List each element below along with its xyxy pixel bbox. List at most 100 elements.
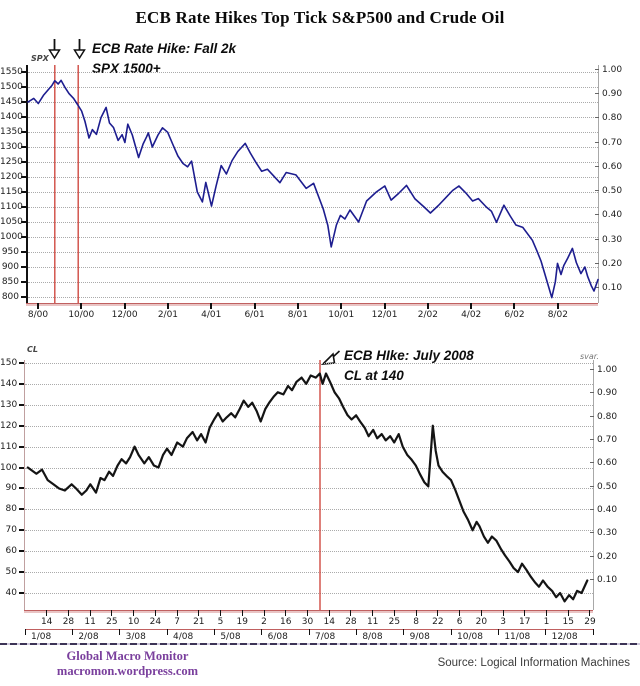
- cl-annotation-line1: ECB HIke: July 2008: [344, 348, 474, 363]
- spx-y-tick: [21, 71, 26, 73]
- cl-right-scale-label: svar.: [580, 352, 599, 361]
- cl-month-boundary-tick: [213, 629, 215, 635]
- cl-month-boundary-tick: [261, 629, 263, 635]
- cl-day-tick-label: 7: [174, 617, 180, 627]
- cl-right-tick: [590, 579, 594, 580]
- cl-day-tick-label: 25: [106, 617, 118, 627]
- spx-right-tick: [595, 238, 599, 240]
- cl-y-tick-label: 120: [0, 420, 18, 431]
- cl-day-tick-label: 8: [413, 617, 419, 627]
- spx-y-tick: [21, 236, 26, 238]
- spx-x-tick-label: 8/01: [287, 310, 308, 320]
- spx-y-tick: [21, 86, 26, 88]
- spx-x-tick-label: 10/00: [68, 310, 95, 320]
- spx-x-tick-label: 2/01: [157, 310, 179, 320]
- cl-day-tick-label: 24: [149, 617, 162, 627]
- cl-day-tick: [285, 610, 287, 616]
- spx-x-tick-label: 10/01: [328, 310, 355, 320]
- cl-day-tick-label: 29: [584, 617, 596, 627]
- spx-price-line: [27, 79, 599, 299]
- cl-day-tick-label: 30: [301, 617, 314, 627]
- spx-right-tick: [595, 262, 599, 264]
- cl-month-boundary-tick: [545, 629, 547, 635]
- cl-month-tick-label: 12/08: [551, 632, 578, 642]
- cl-right-tick-label: 0.40: [597, 505, 618, 515]
- spx-gridline: [28, 162, 598, 163]
- cl-day-tick: [502, 610, 504, 616]
- cl-day-tick-label: 10: [127, 617, 140, 627]
- cl-day-tick: [328, 610, 330, 616]
- spx-plot: [27, 65, 599, 305]
- cl-y-tick-label: 70: [5, 525, 17, 536]
- down-arrow-icon: [48, 39, 61, 60]
- cl-day-tick-label: 14: [40, 617, 53, 627]
- spx-y-tick-label: 1250: [0, 157, 23, 167]
- spx-gridline: [28, 282, 598, 283]
- cl-y-tick: [19, 403, 24, 406]
- cl-day-tick: [67, 610, 69, 616]
- cl-right-axis: [593, 360, 594, 610]
- spx-x-tick-label: 6/01: [244, 310, 265, 320]
- cl-day-tick-label: 1: [543, 617, 550, 627]
- spx-y-tick: [21, 101, 26, 103]
- cl-month-boundary-tick: [71, 629, 73, 635]
- cl-y-tick: [19, 487, 24, 490]
- footer-brand-url: macromon.wordpress.com: [56, 664, 199, 678]
- cl-right-tick: [590, 462, 594, 464]
- spx-x-tick: [166, 303, 169, 309]
- spx-right-tick-label: 0.30: [602, 234, 623, 245]
- cl-month-boundary-tick: [166, 629, 168, 635]
- cl-month-boundary-tick: [119, 629, 121, 635]
- cl-month-boundary-tick: [592, 629, 594, 635]
- cl-day-tick-label: 16: [280, 617, 292, 627]
- cl-y-tick-label: 150: [0, 358, 18, 368]
- cl-day-tick: [89, 610, 91, 616]
- page-title: ECB Rate Hikes Top Tick S&P500 and Crude…: [135, 8, 505, 27]
- cl-right-tick-label: 0.90: [597, 388, 618, 399]
- spx-right-tick-label: 0.20: [602, 258, 623, 269]
- cl-month-boundary-tick: [308, 629, 310, 635]
- spx-y-tick-label: 1300: [0, 142, 23, 152]
- cl-day-tick: [524, 610, 526, 616]
- cl-y-tick-label: 100: [0, 462, 18, 473]
- cl-day-tick-label: 3: [500, 617, 506, 627]
- spx-y-tick-label: 850: [1, 277, 19, 287]
- spx-y-tick-label: 1350: [0, 127, 23, 137]
- cl-month-boundary-tick: [355, 629, 357, 635]
- spx-y-tick: [21, 176, 26, 178]
- spx-y-tick-label: 1200: [0, 172, 23, 182]
- cl-right-tick-label: 0.50: [597, 481, 618, 492]
- cl-right-tick: [590, 415, 594, 417]
- spx-y-tick-label: 1000: [0, 232, 23, 242]
- cl-y-tick: [19, 445, 24, 448]
- spx-x-tick-label: 12/01: [371, 310, 398, 320]
- cl-y-tick-label: 60: [5, 546, 17, 557]
- spx-right-tick: [595, 214, 599, 216]
- spx-right-tick-label: 0.50: [602, 186, 623, 197]
- spx-y-tick-label: 1150: [0, 187, 23, 197]
- cl-gridline: [25, 530, 593, 532]
- spx-symbol-label: SPX: [31, 54, 49, 63]
- spx-gridline: [28, 72, 598, 73]
- cl-y-tick-label: 90: [5, 483, 17, 494]
- spx-gridline: [28, 267, 598, 268]
- cl-gridline: [25, 593, 593, 594]
- cl-day-tick: [241, 610, 243, 616]
- cl-day-tick: [459, 610, 461, 616]
- cl-y-tick: [19, 382, 24, 385]
- spx-gridline: [28, 117, 598, 118]
- spx-gridline: [28, 132, 598, 133]
- spx-gridline: [28, 192, 598, 193]
- cl-day-tick-label: 14: [323, 617, 335, 627]
- cl-day-tick: [220, 610, 222, 616]
- cl-month-tick-label: 4/08: [173, 632, 194, 642]
- cl-day-tick: [263, 610, 265, 616]
- cl-price-line: [26, 372, 589, 603]
- cl-day-tick-label: 25: [388, 617, 401, 627]
- cl-month-tick-label: 3/08: [125, 632, 146, 642]
- cl-day-tick-label: 15: [562, 617, 574, 627]
- cl-day-tick-label: 28: [62, 617, 75, 627]
- spx-x-tick: [470, 303, 473, 309]
- cl-right-tick-label: 0.80: [597, 411, 618, 422]
